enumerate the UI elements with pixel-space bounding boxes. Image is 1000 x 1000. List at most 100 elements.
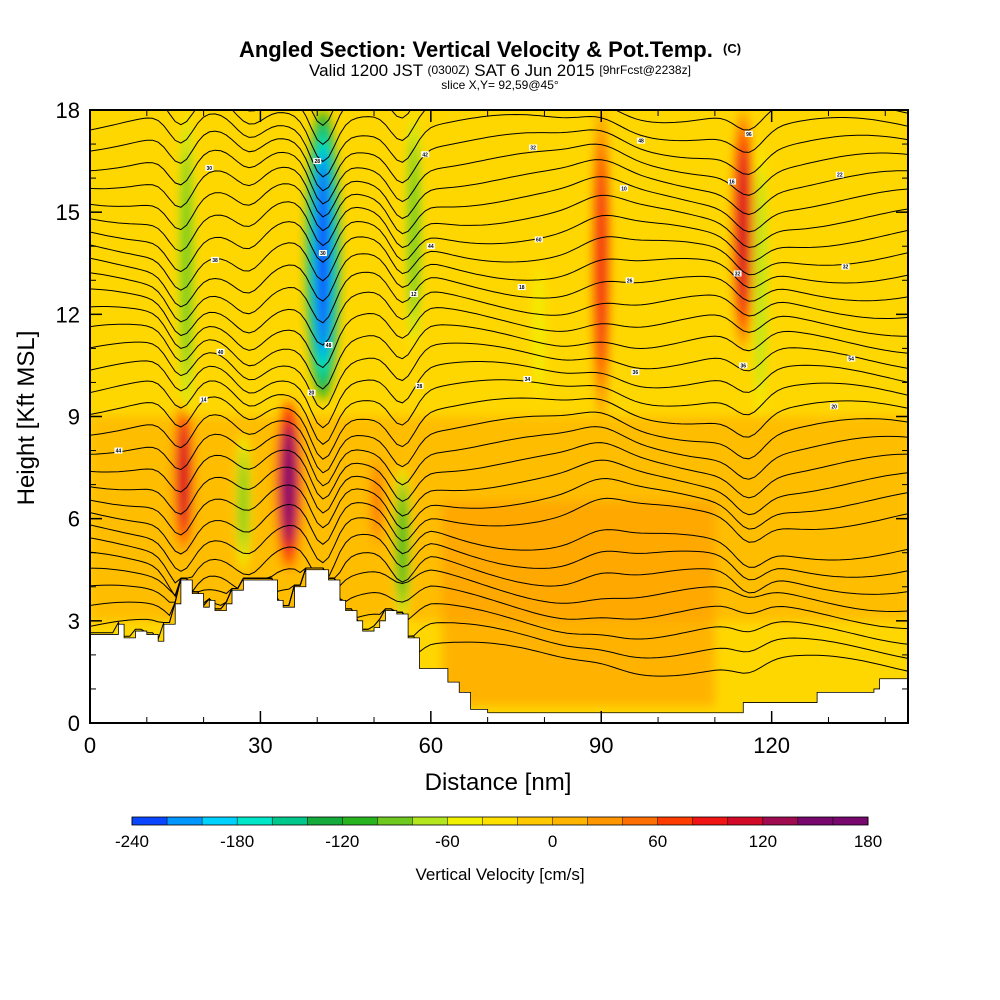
section-plot: 44 48 60 96 40 44 48 54 30 32 36 38 42 36 32 28 34 32 30 28… xyxy=(90,110,908,723)
isentrope-line xyxy=(90,236,908,291)
isentrope-line xyxy=(90,360,908,429)
isentrope-label-text: 28 xyxy=(417,384,423,390)
isentrope-label-bg xyxy=(739,362,748,369)
isentrope-label-text: 14 xyxy=(201,397,207,403)
colorbar-label: Vertical Velocity [cm/s] xyxy=(415,865,584,884)
downdraft-core xyxy=(409,152,418,306)
isentrope-label: 32 xyxy=(733,270,742,277)
isentrope-label-text: 12 xyxy=(411,292,417,298)
isentrope-label: 10 xyxy=(619,185,628,192)
isentrope-label: 54 xyxy=(847,355,856,363)
isentrope-line xyxy=(90,533,908,584)
isentrope-label: 26 xyxy=(625,277,634,284)
isentrope-label-text: 36 xyxy=(740,363,746,369)
isentrope-label-bg xyxy=(631,369,640,376)
isentrope-label: 20 xyxy=(830,403,839,410)
isentrope-line xyxy=(90,396,908,460)
colorbar-tick-label: -180 xyxy=(220,832,254,851)
isentrope-label-text: 60 xyxy=(536,237,542,243)
colorbar-tick-label: 60 xyxy=(648,832,667,851)
isentrope-label-text: 16 xyxy=(729,180,735,186)
isentrope-line xyxy=(90,306,908,369)
isentrope-label-bg xyxy=(313,158,322,165)
isentrope-label: 42 xyxy=(421,151,430,158)
isentrope-label-bg xyxy=(733,270,742,277)
isentrope-label: 22 xyxy=(835,171,844,179)
isentrope-label-text: 18 xyxy=(519,285,525,291)
isentrope-label-text: 34 xyxy=(525,377,531,383)
x-tick-label: 120 xyxy=(753,733,790,758)
isentrope-label-bg xyxy=(744,130,753,137)
updraft-core xyxy=(597,165,606,362)
isentrope-label: 12 xyxy=(409,290,418,298)
colorbar-bin xyxy=(272,817,308,825)
colorbar-bin xyxy=(657,817,694,825)
x-tick-label: 30 xyxy=(248,733,272,758)
colorbar-bin xyxy=(727,817,764,825)
x-tick-label: 0 xyxy=(84,733,96,758)
isentrope-label-bg xyxy=(534,236,543,243)
isentrope-line xyxy=(90,253,908,308)
isentrope-label-bg xyxy=(830,403,839,410)
isentrope-label-bg xyxy=(421,151,430,158)
isentrope-label-bg xyxy=(841,263,850,270)
colorbar-tick-label: -120 xyxy=(325,832,359,851)
isentrope-label-bg xyxy=(324,341,333,348)
isentrope-label-bg xyxy=(619,185,628,192)
isentrope-label-bg xyxy=(523,376,532,383)
isentrope-label: 36 xyxy=(739,362,748,369)
isentrope-label: 32 xyxy=(841,263,850,271)
isentrope-line xyxy=(90,459,908,517)
isentrope-label: 36 xyxy=(631,369,640,376)
colorbar-bin xyxy=(202,817,238,825)
isentrope-line xyxy=(90,341,908,410)
isentrope-label-text: 26 xyxy=(627,278,633,284)
colorbar-bin xyxy=(797,817,834,825)
isentrope-line xyxy=(90,323,908,390)
isentrope-label-text: 48 xyxy=(638,139,644,145)
isentrope-label-text: 30 xyxy=(320,251,326,257)
isentrope-line xyxy=(90,442,908,502)
isentrope-label-bg xyxy=(727,178,736,185)
isentrope-label-text: 28 xyxy=(314,159,320,165)
isentrope-label-bg xyxy=(216,348,225,355)
isentrope-label: 28 xyxy=(415,382,424,390)
colorbar-bin xyxy=(167,817,203,825)
isentrope-label-bg xyxy=(529,144,538,151)
colorbar-bin xyxy=(307,817,343,825)
colorbar-tick-label: 0 xyxy=(548,832,557,851)
valid-time: Valid 1200 JST (0300Z) SAT 6 Jun 2015 [9… xyxy=(309,59,691,80)
downdraft-core xyxy=(182,165,191,362)
isentropes xyxy=(90,110,908,677)
x-axis-label: Distance [nm] xyxy=(425,769,572,796)
colorbar-tick-label: -60 xyxy=(435,832,460,851)
isentrope-label-text: 22 xyxy=(837,173,843,179)
isentrope-label: 30 xyxy=(318,250,327,257)
isentrope-label-bg xyxy=(625,277,634,284)
colorbar-bin xyxy=(237,817,273,825)
isentrope-label: 32 xyxy=(529,144,538,151)
isentrope-label-bg xyxy=(307,389,316,396)
y-tick-label: 3 xyxy=(68,609,80,634)
isentrope-line xyxy=(90,113,908,178)
isentrope-label: 48 xyxy=(324,341,333,349)
isentrope-label: 96 xyxy=(744,130,753,138)
isentrope-label: 38 xyxy=(210,256,219,264)
isentrope-line xyxy=(90,176,908,235)
isentrope-line xyxy=(90,567,908,630)
isentrope-line xyxy=(90,159,908,220)
isentrope-line xyxy=(90,411,908,474)
isentrope-line xyxy=(90,271,908,324)
isentrope-label-bg xyxy=(318,250,327,257)
colorbar-bin xyxy=(342,817,378,825)
colorbar-bin xyxy=(832,817,869,825)
isentrope-label-text: 40 xyxy=(218,350,224,356)
colorbar-bin xyxy=(692,817,729,825)
isentrope-line xyxy=(90,517,908,572)
title-unit: (C) xyxy=(723,41,741,56)
y-tick-label: 12 xyxy=(56,302,80,327)
colorbar-bin xyxy=(587,817,624,825)
isentrope-label-bg xyxy=(426,243,435,250)
